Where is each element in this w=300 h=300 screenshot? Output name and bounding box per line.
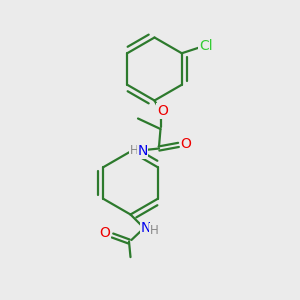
Text: H: H [149,224,158,237]
Text: O: O [181,137,191,151]
Text: N: N [137,145,148,158]
Text: Cl: Cl [199,39,213,53]
Text: N: N [141,221,151,235]
Text: H: H [130,144,139,157]
Text: O: O [99,226,110,240]
Text: O: O [157,104,168,118]
